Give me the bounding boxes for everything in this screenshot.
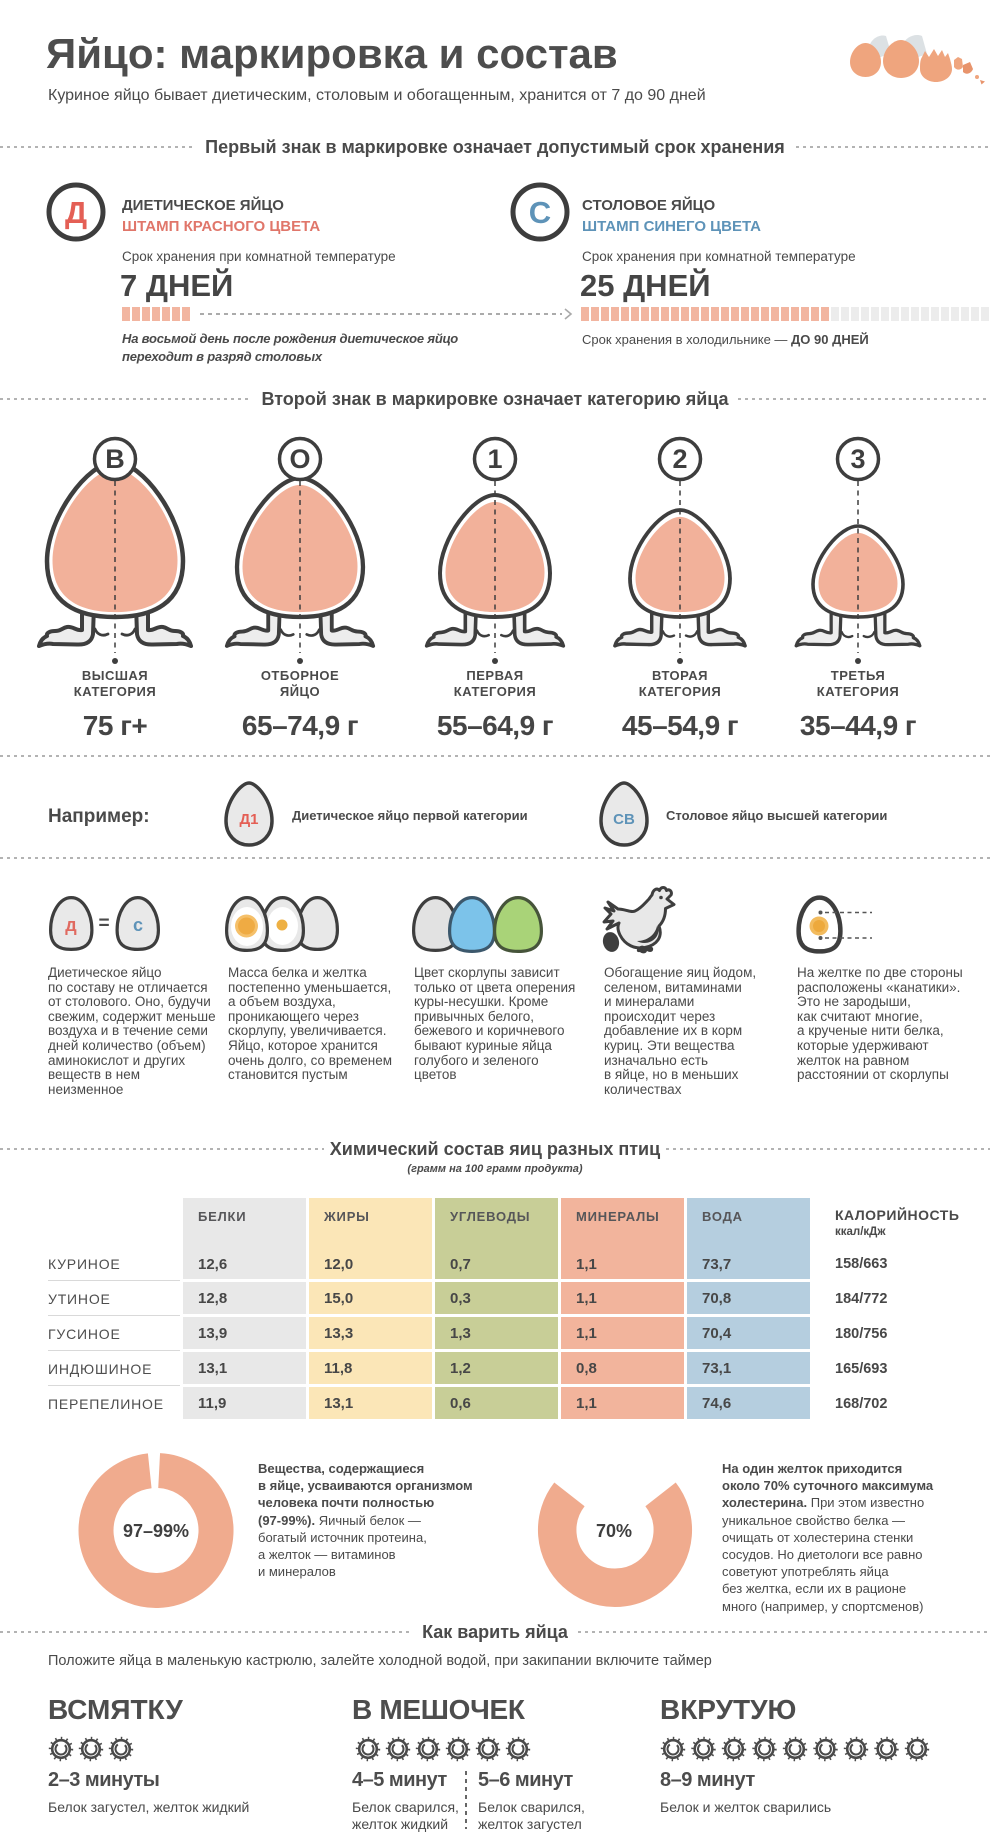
svg-text:Д1: Д1 <box>239 811 258 828</box>
svg-text:1: 1 <box>487 444 502 474</box>
svg-text:70%: 70% <box>596 1521 632 1541</box>
svg-text:2: 2 <box>672 444 687 474</box>
svg-text:=: = <box>98 913 109 934</box>
svg-text:с: с <box>133 915 143 935</box>
svg-text:3: 3 <box>850 444 865 474</box>
svg-text:С: С <box>529 195 551 230</box>
svg-text:СВ: СВ <box>613 811 635 828</box>
svg-text:д: д <box>65 915 77 935</box>
svg-text:97–99%: 97–99% <box>123 1521 189 1541</box>
svg-text:Д: Д <box>65 195 87 230</box>
svg-text:В: В <box>105 444 125 474</box>
svg-text:О: О <box>289 444 310 474</box>
